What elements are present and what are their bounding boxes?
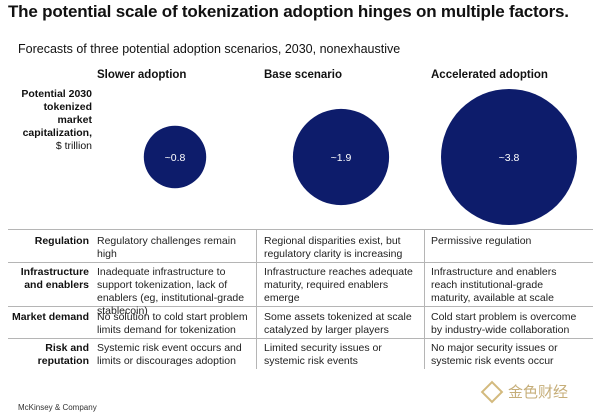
metric-unit: $ trillion <box>55 140 92 152</box>
watermark: 金色财经 <box>480 380 569 403</box>
scenario-header-base: Base scenario <box>264 69 342 81</box>
scenario-header-accelerated: Accelerated adoption <box>431 69 548 81</box>
factor-market-demand: Market demand <box>11 311 89 323</box>
cell-base-regulation: Regional disparities exist, but regulato… <box>264 235 403 260</box>
chart-subtitle: Forecasts of three potential adoption sc… <box>18 42 401 56</box>
cell-slower-risk: Systemic risk event occurs and limits or… <box>97 342 242 367</box>
metric-label-line: capitalization, <box>22 127 92 139</box>
cell-accelerated-market-demand: Cold start problem is overcome by indust… <box>431 311 577 336</box>
metric-label: Potential 2030 tokenized market capitali… <box>0 88 92 153</box>
bubble-value-label: ~1.9 <box>331 152 352 164</box>
cell-base-risk: Limited security issues or systemic risk… <box>264 342 382 367</box>
cell-slower-market-demand: No solution to cold start problem limits… <box>97 311 248 336</box>
metric-label-line: market <box>57 114 92 126</box>
bubble-1 <box>143 125 207 189</box>
factor-regulation: Regulation <box>34 235 89 247</box>
cell-accelerated-infrastructure: Infrastructure and enablers reach instit… <box>431 266 557 304</box>
watermark-logo-icon <box>480 380 504 403</box>
bubble-value-label: ~0.8 <box>165 152 186 164</box>
source-footer: McKinsey & Company <box>18 403 97 412</box>
cell-slower-regulation: Regulatory challenges remain high <box>97 235 236 260</box>
cell-accelerated-regulation: Permissive regulation <box>431 235 532 247</box>
cell-base-infrastructure: Infrastructure reaches adequate maturity… <box>264 266 413 304</box>
factor-infrastructure: Infrastructure and enablers <box>20 266 89 291</box>
divider <box>8 262 593 263</box>
column-divider <box>256 229 257 369</box>
bubble-value-label: ~3.8 <box>499 152 520 164</box>
cell-accelerated-risk: No major security issues or systemic ris… <box>431 342 558 367</box>
factor-risk: Risk and reputation <box>37 342 89 367</box>
cell-slower-infrastructure: Inadequate infrastructure to support tok… <box>97 266 245 317</box>
metric-label-line: tokenized <box>43 101 92 113</box>
divider <box>8 229 593 230</box>
scenario-header-slower: Slower adoption <box>97 69 187 81</box>
cell-base-market-demand: Some assets tokenized at scale catalyzed… <box>264 311 412 336</box>
divider <box>8 306 593 307</box>
watermark-text: 金色财经 <box>508 384 569 401</box>
bubble-3 <box>441 89 577 225</box>
column-divider <box>424 229 425 369</box>
bubble-2 <box>292 108 390 206</box>
chart-title: The potential scale of tokenization adop… <box>8 2 569 21</box>
divider <box>8 338 593 339</box>
metric-label-line: Potential 2030 <box>21 88 92 100</box>
